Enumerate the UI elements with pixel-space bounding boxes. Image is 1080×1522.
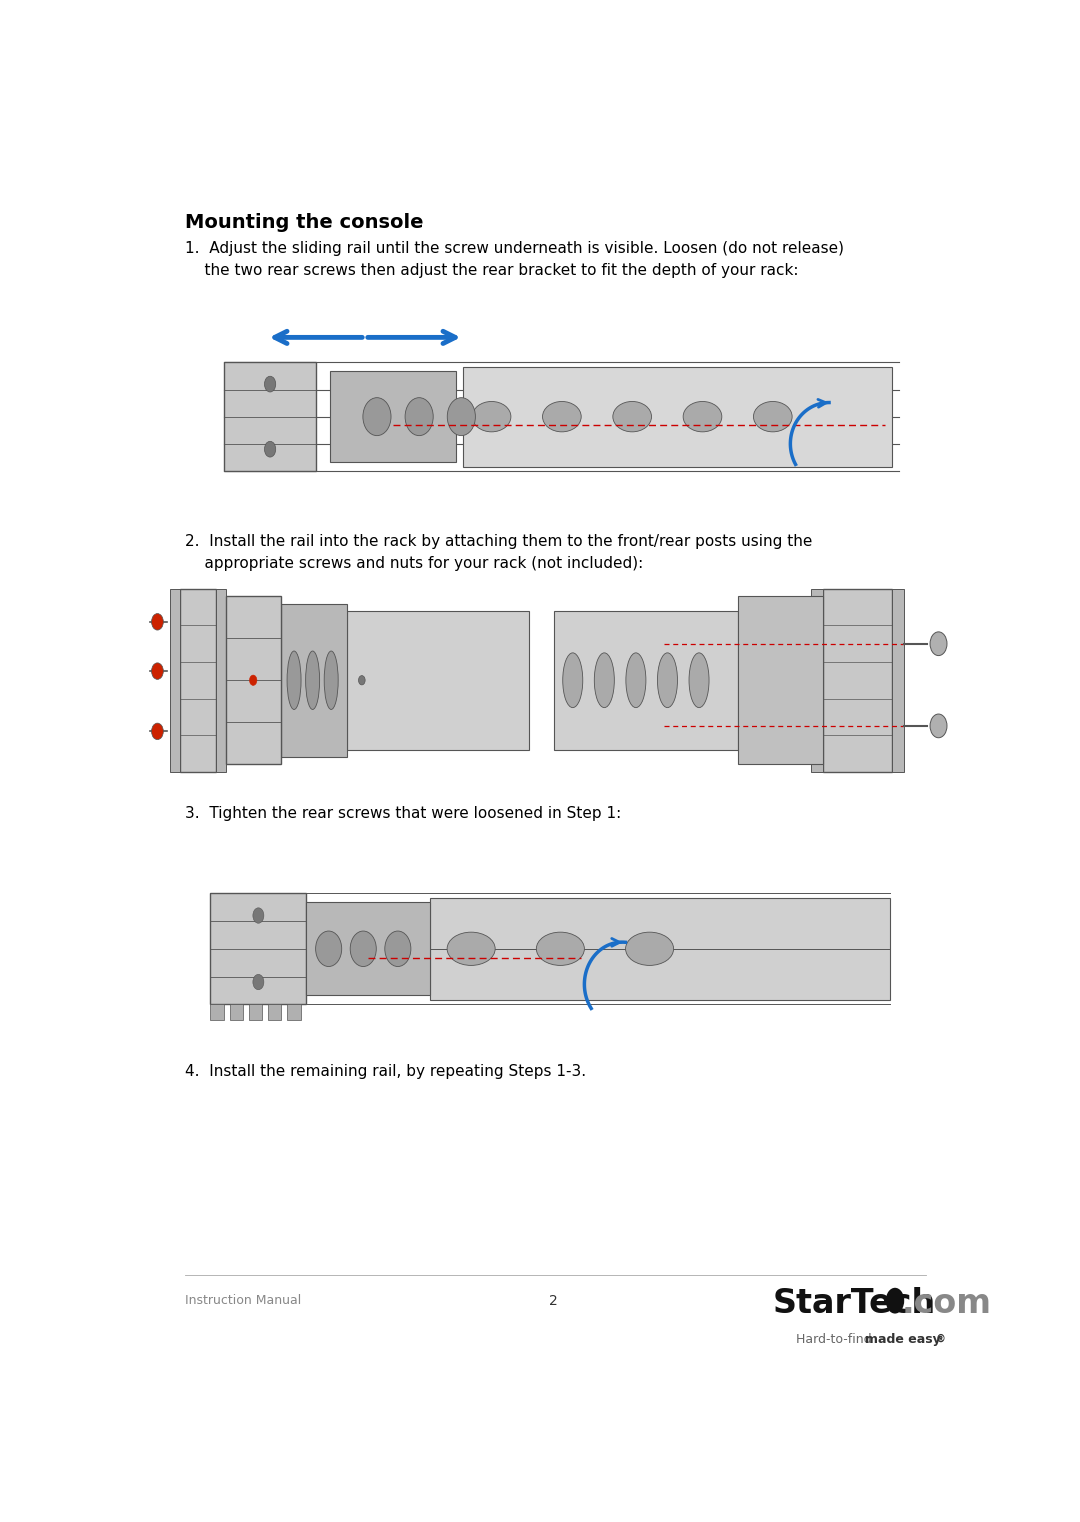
Circle shape: [359, 676, 365, 685]
Circle shape: [253, 907, 264, 924]
Ellipse shape: [658, 653, 677, 708]
Ellipse shape: [350, 931, 376, 966]
Bar: [211, 1005, 224, 1020]
Circle shape: [930, 714, 947, 738]
Text: ®: ®: [935, 1333, 945, 1344]
Bar: [248, 1005, 262, 1020]
Bar: [554, 610, 739, 750]
Ellipse shape: [405, 397, 433, 435]
Ellipse shape: [612, 402, 651, 432]
Bar: [739, 597, 823, 764]
Ellipse shape: [384, 931, 410, 966]
Ellipse shape: [626, 653, 646, 708]
Bar: [226, 597, 281, 764]
Text: 1.  Adjust the sliding rail until the screw underneath is visible. Loosen (do no: 1. Adjust the sliding rail until the scr…: [186, 242, 845, 279]
Text: 3.  Tighten the rear screws that were loosened in Step 1:: 3. Tighten the rear screws that were loo…: [186, 807, 621, 820]
Bar: [892, 589, 904, 772]
Bar: [347, 610, 529, 750]
Circle shape: [930, 632, 947, 656]
Ellipse shape: [594, 653, 615, 708]
Bar: [268, 1005, 282, 1020]
Bar: [281, 604, 347, 756]
Ellipse shape: [684, 402, 721, 432]
Bar: [179, 589, 216, 772]
Bar: [823, 589, 892, 772]
Ellipse shape: [447, 397, 475, 435]
Bar: [307, 903, 430, 995]
Text: StarTech: StarTech: [773, 1286, 936, 1320]
Bar: [811, 589, 823, 772]
Ellipse shape: [287, 651, 301, 709]
Circle shape: [151, 664, 163, 679]
Ellipse shape: [472, 402, 511, 432]
Text: made easy: made easy: [865, 1333, 941, 1347]
Ellipse shape: [689, 653, 710, 708]
Ellipse shape: [315, 931, 341, 966]
Ellipse shape: [537, 931, 584, 965]
Ellipse shape: [625, 931, 674, 965]
Circle shape: [151, 613, 163, 630]
Circle shape: [151, 723, 163, 740]
Bar: [225, 362, 315, 470]
Bar: [463, 367, 892, 467]
Ellipse shape: [363, 397, 391, 435]
Bar: [171, 589, 179, 772]
Text: 4.  Install the remaining rail, by repeating Steps 1-3.: 4. Install the remaining rail, by repeat…: [186, 1064, 586, 1079]
Text: Mounting the console: Mounting the console: [186, 213, 423, 233]
Bar: [430, 898, 890, 1000]
Ellipse shape: [754, 402, 792, 432]
Circle shape: [265, 376, 275, 393]
Bar: [329, 371, 457, 463]
Ellipse shape: [542, 402, 581, 432]
Circle shape: [249, 676, 257, 685]
Text: Instruction Manual: Instruction Manual: [186, 1294, 301, 1307]
Text: Hard-to-find: Hard-to-find: [796, 1333, 876, 1347]
Bar: [216, 589, 226, 772]
Text: .com: .com: [902, 1286, 991, 1320]
Circle shape: [265, 441, 275, 457]
Ellipse shape: [324, 651, 338, 709]
Text: 2.  Install the rail into the rack by attaching them to the front/rear posts usi: 2. Install the rail into the rack by att…: [186, 534, 812, 571]
Text: 2: 2: [549, 1294, 558, 1307]
Bar: [211, 893, 307, 1005]
Ellipse shape: [306, 651, 320, 709]
Ellipse shape: [563, 653, 583, 708]
Circle shape: [253, 974, 264, 989]
Bar: [287, 1005, 300, 1020]
Circle shape: [886, 1288, 904, 1313]
Bar: [230, 1005, 243, 1020]
Ellipse shape: [447, 931, 495, 965]
